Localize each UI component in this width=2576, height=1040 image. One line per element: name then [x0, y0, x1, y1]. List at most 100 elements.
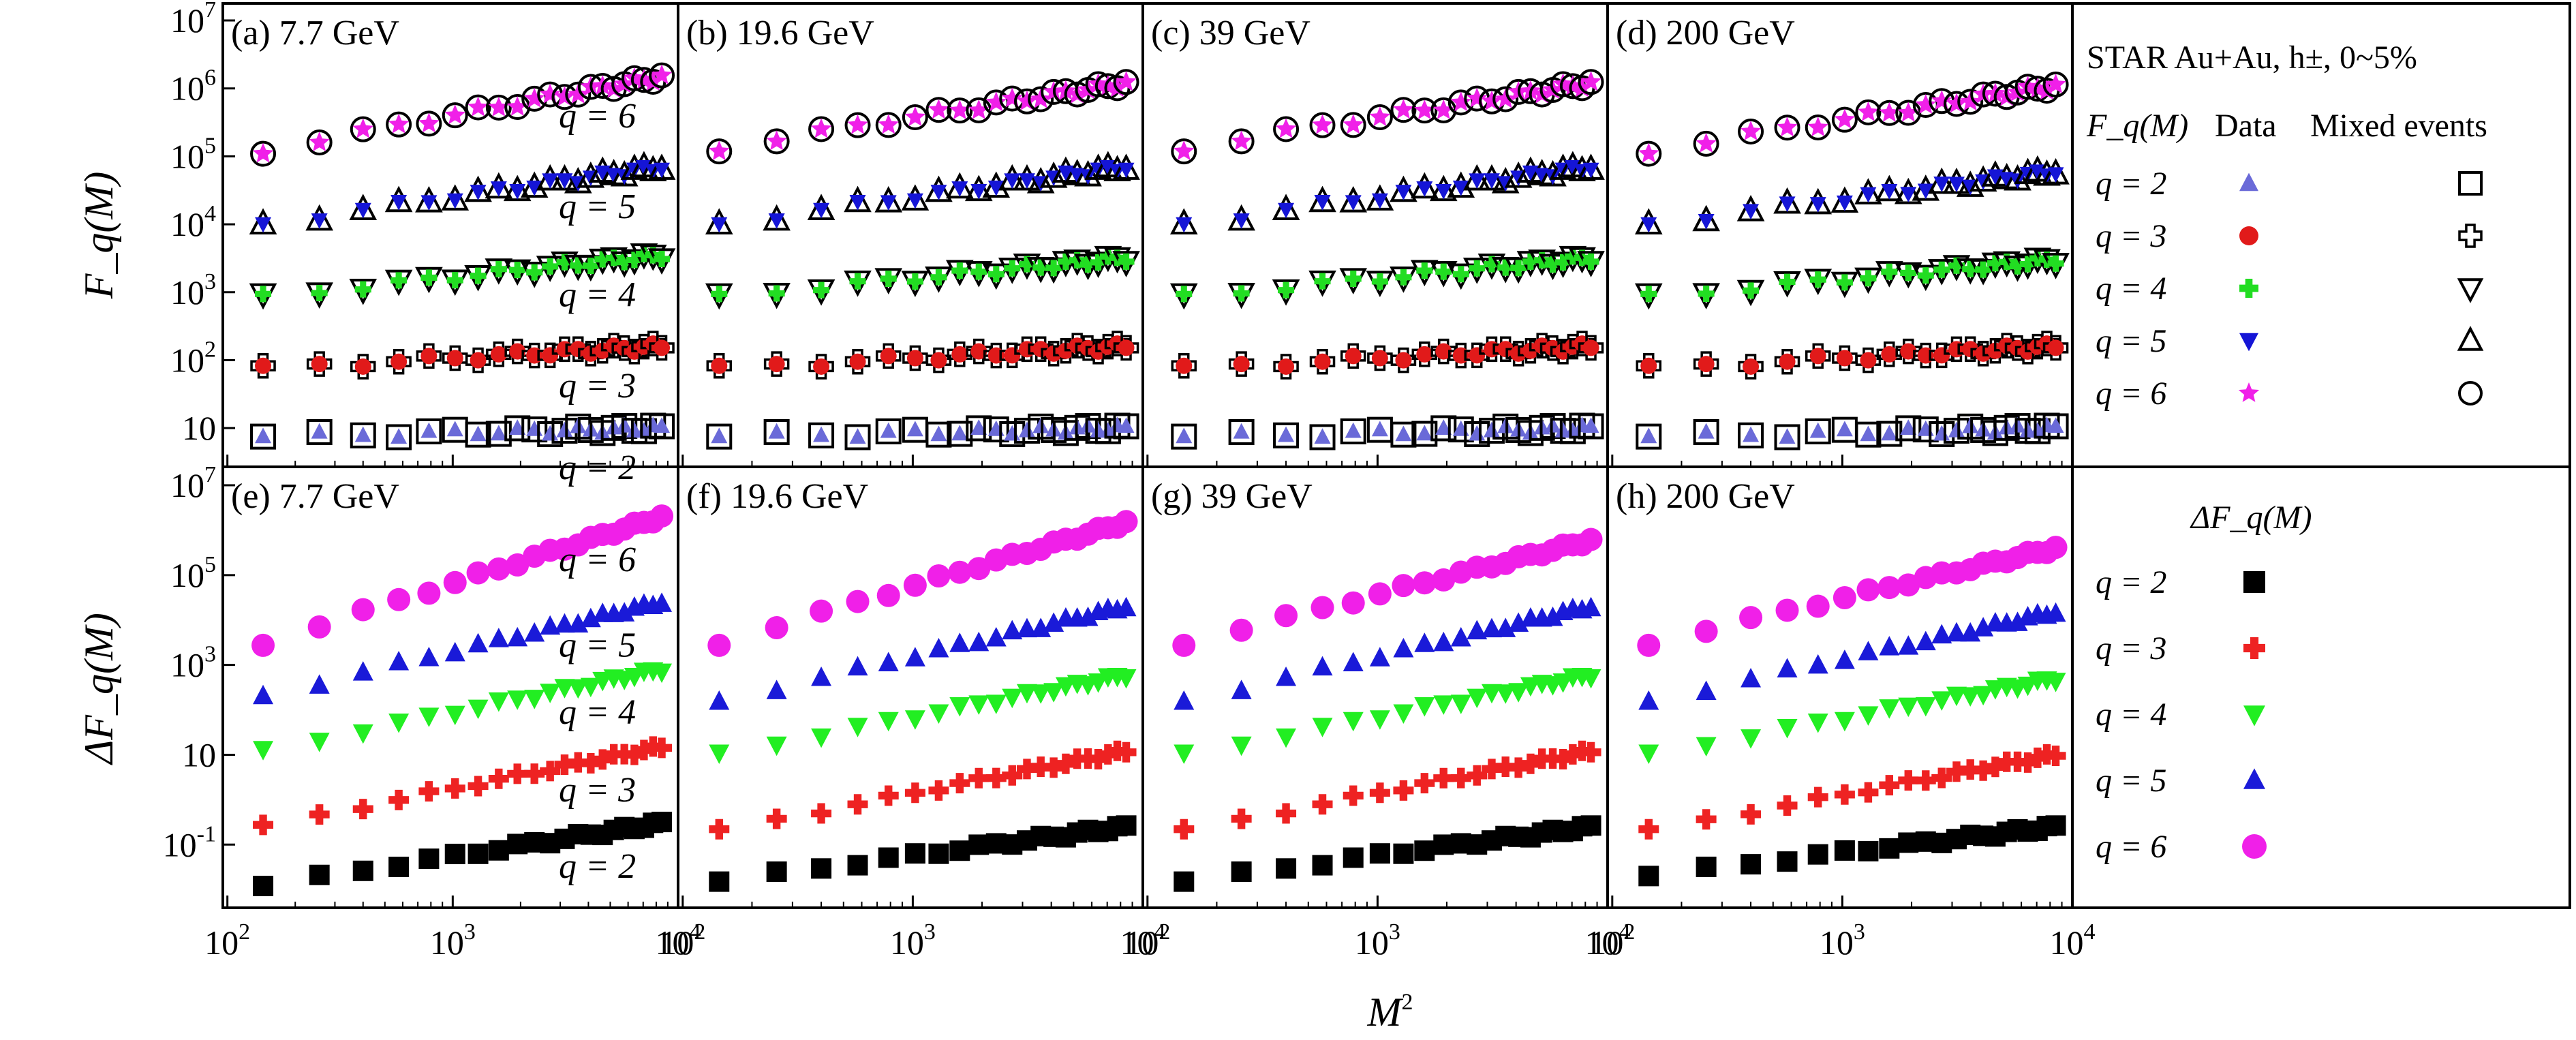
legend-col-mixed: Mixed events [2310, 108, 2487, 144]
legend-top-row-label: q = 3 [2096, 218, 2166, 254]
delta-point [904, 843, 925, 864]
delta-point [444, 641, 465, 662]
delta-point [1393, 843, 1414, 864]
delta-point [1898, 697, 1919, 718]
data-point [1371, 350, 1388, 367]
data-point [654, 417, 671, 433]
mixed-point [1430, 415, 1457, 442]
data-point [849, 353, 866, 370]
series-q=2 [1171, 412, 1604, 450]
x-tick-label: 102 [660, 919, 705, 962]
delta-point [1116, 596, 1137, 617]
series-q=5 [1169, 151, 1605, 234]
mixed-point [649, 413, 675, 440]
delta-point [1467, 765, 1488, 786]
delta-point [928, 780, 949, 801]
data-point [847, 114, 868, 134]
series-label: q = 4 [559, 276, 636, 315]
data-point [255, 357, 272, 374]
data-point [1860, 187, 1877, 203]
mixed-point [1228, 418, 1255, 445]
delta-point [1433, 631, 1454, 652]
data-point [2047, 339, 2064, 356]
series-q=4 [709, 667, 1137, 765]
series-q=3 [253, 736, 673, 836]
delta-point [1946, 622, 1967, 642]
data-point [542, 173, 559, 189]
delta-point [1392, 574, 1415, 598]
mixed-point [706, 423, 733, 450]
delta-point [624, 744, 645, 765]
mixed-point [485, 172, 513, 199]
mixed-point [1339, 185, 1368, 213]
delta-point [1897, 573, 1920, 597]
data-point [1948, 257, 1965, 274]
legend-top-row-label: q = 4 [2096, 271, 2166, 307]
delta-point [554, 679, 575, 699]
delta-point [766, 736, 787, 756]
mixed-point [485, 94, 512, 121]
data-point [1638, 142, 1659, 163]
delta-point [1481, 759, 1502, 780]
legend-data-marker [2238, 382, 2260, 402]
data-point [1099, 248, 1116, 265]
mixed-point [1411, 172, 1439, 199]
delta-point [466, 561, 490, 585]
data-point [524, 87, 545, 108]
data-point [1564, 159, 1581, 176]
data-point [2019, 256, 2036, 273]
mixed-point [1447, 416, 1474, 443]
data-point [1176, 217, 1193, 233]
data-point [1698, 285, 1715, 302]
delta-point [1481, 617, 1502, 638]
panel-8: (h) 200 GeV [1606, 465, 2074, 909]
data-point [255, 217, 272, 233]
delta-point [985, 626, 1007, 647]
data-point [1312, 114, 1333, 134]
delta-point [709, 744, 730, 765]
delta-point [1833, 585, 1856, 609]
delta-point [811, 858, 832, 879]
legend-delta-marker [2243, 768, 2265, 789]
data-point [1233, 285, 1250, 302]
y-tick-label: 105 [170, 133, 216, 175]
x-axis-label: M2 [1367, 990, 1413, 1035]
delta-point [1229, 618, 1253, 642]
data-point [1395, 425, 1412, 442]
delta-point [1696, 809, 1717, 830]
delta-point [1834, 712, 1855, 732]
data-point [388, 113, 410, 134]
mixed-point [250, 140, 277, 167]
data-point [1176, 357, 1193, 374]
legend-data-marker [2239, 172, 2258, 192]
delta-point [1002, 620, 1023, 640]
legend-top-row-label: q = 2 [2096, 166, 2166, 202]
delta-point [949, 632, 970, 652]
delta-point [949, 697, 970, 717]
delta-point [1310, 596, 1334, 620]
data-point [1522, 253, 1539, 270]
delta-point [1030, 684, 1052, 704]
mixed-point [442, 102, 468, 129]
delta-point [1696, 737, 1717, 757]
data-point [1118, 339, 1135, 356]
delta-point [1369, 782, 1390, 804]
data-point [1931, 90, 1952, 110]
data-point [1698, 214, 1715, 230]
mixed-point [504, 93, 531, 120]
delta-point [568, 752, 589, 773]
mixed-point [250, 423, 277, 450]
delta-point [1414, 632, 1435, 652]
delta-point [580, 677, 601, 698]
delta-point [1834, 784, 1855, 805]
mixed-point [1340, 112, 1366, 138]
data-point [594, 251, 611, 268]
mixed-point [1738, 119, 1764, 145]
data-point [849, 195, 866, 211]
series-q=4 [1169, 245, 1605, 310]
delta-point [1946, 686, 1967, 707]
series-q=6 [1636, 72, 2069, 167]
panel-title: (a) 7.7 GeV [231, 14, 399, 52]
mixed-point [1113, 413, 1139, 440]
delta-point [507, 763, 528, 784]
